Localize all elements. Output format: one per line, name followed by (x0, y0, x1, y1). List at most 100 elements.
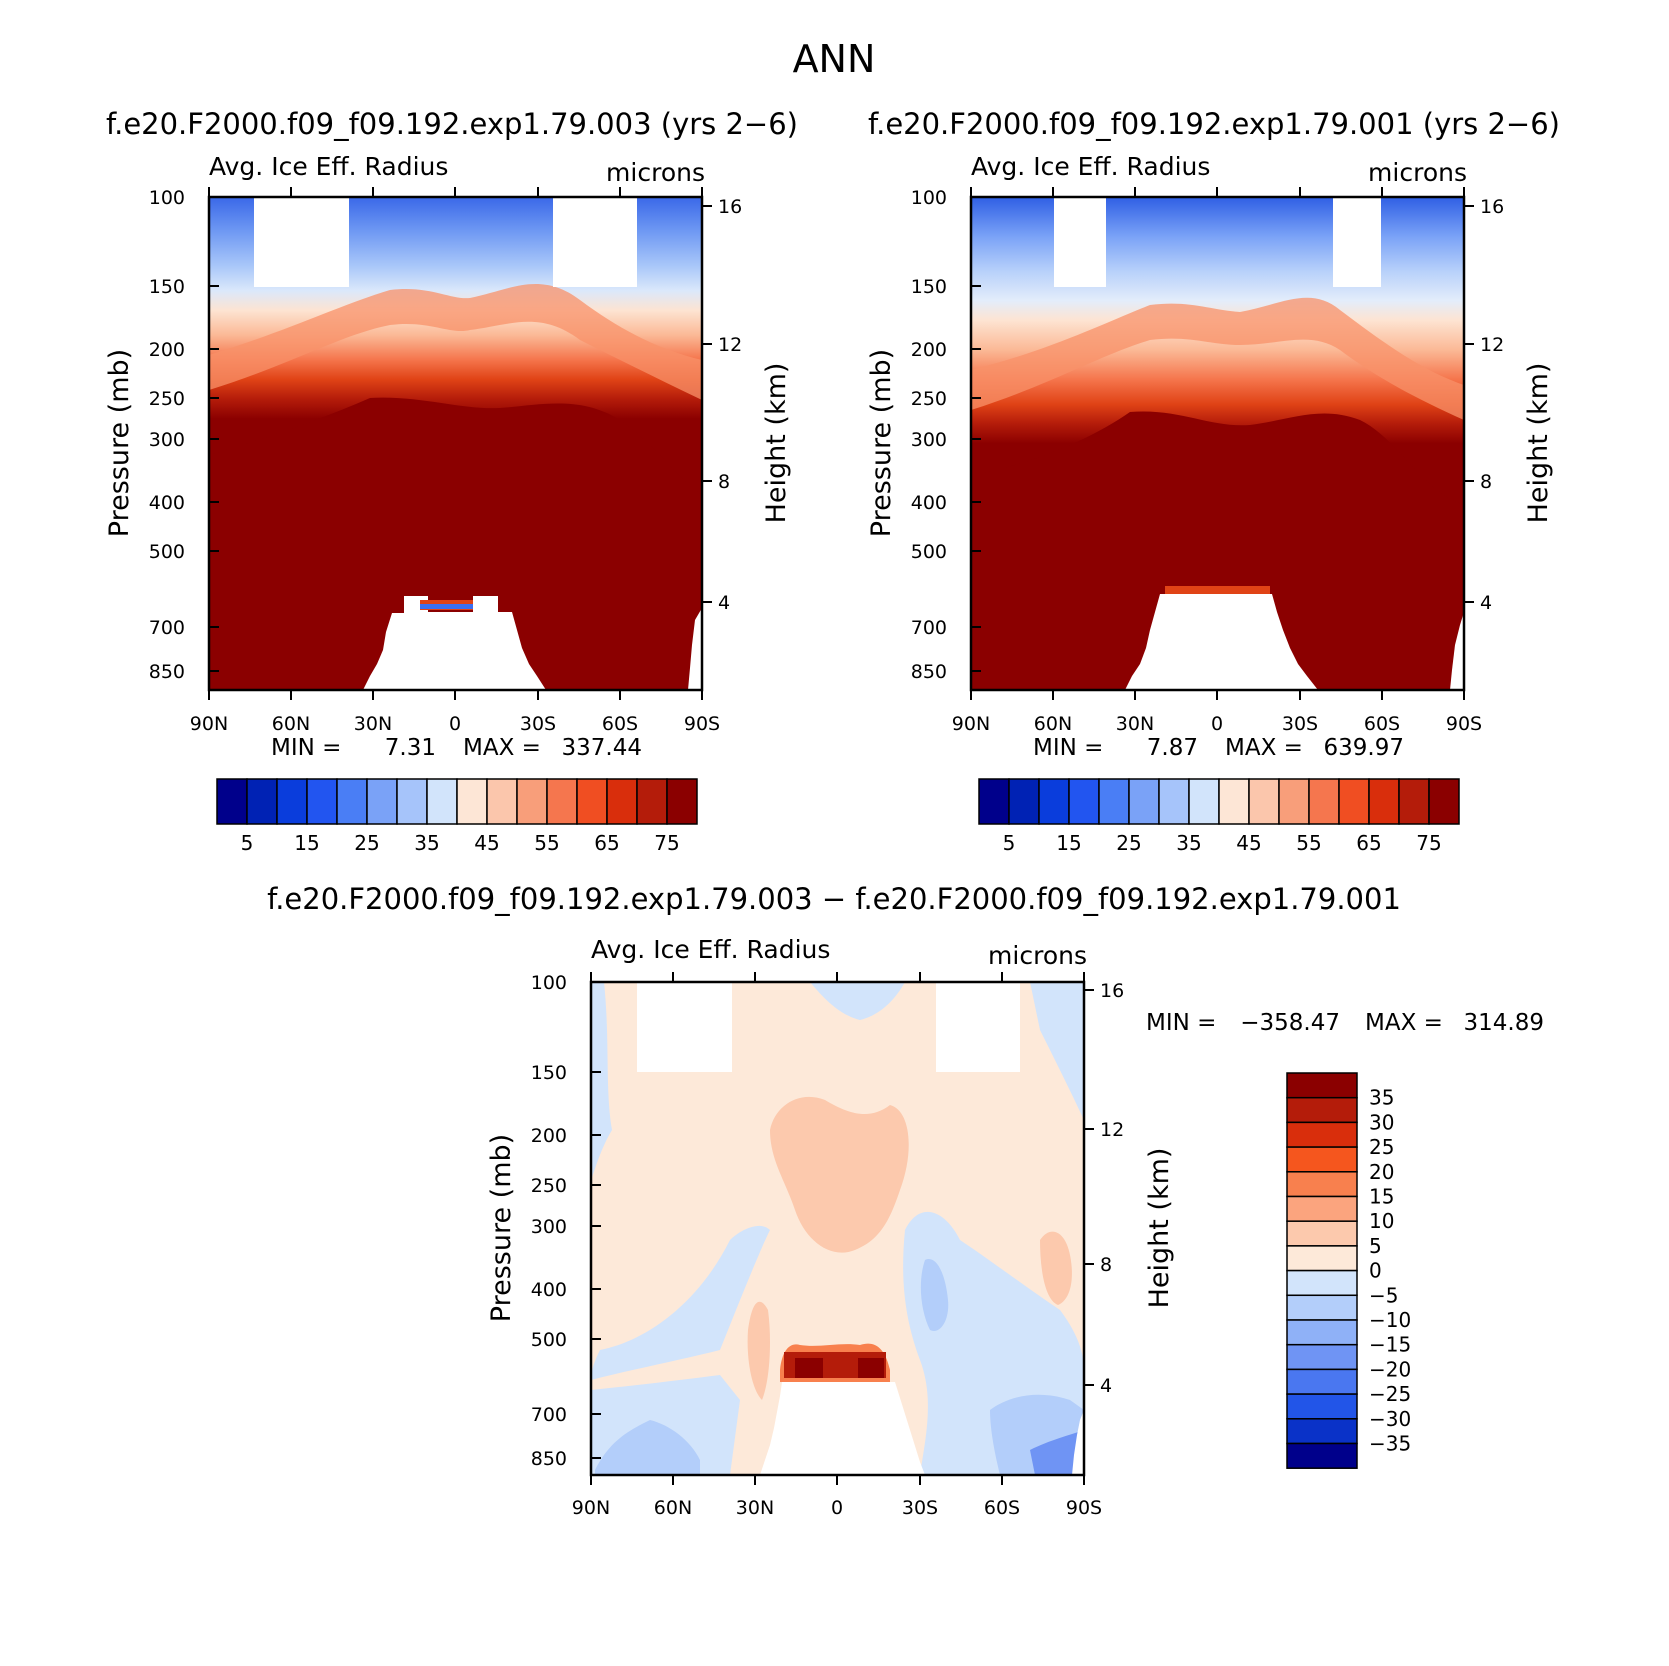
panel-b-y-axis: 100 150 200 250 300 400 500 700 850 Pres… (866, 187, 981, 683)
panel-b-y-tick-label: 150 (911, 276, 947, 298)
panel-b-height-axis: 16 12 8 4 Height (km) (1464, 196, 1554, 614)
panel-a-y-tick-label: 250 (149, 388, 185, 410)
panel-diff-variable: Avg. Ice Eff. Radius (591, 935, 830, 964)
colorbar-label: 45 (1236, 831, 1261, 855)
panel-diff-max-label: MAX = (1365, 1010, 1443, 1036)
panel-a-title: f.e20.F2000.f09_f09.192.exp1.79.003 (yrs… (106, 107, 798, 141)
panel-b-y-tick-label: 400 (911, 492, 947, 514)
panel-diff-contour-band (747, 1301, 770, 1400)
colorbar-swatch (486, 778, 518, 825)
colorbar-swatch (1286, 1220, 1358, 1247)
panel-diff-x-tick-label: 90S (1066, 1497, 1102, 1519)
panel-diff-y-axis: 100 150 200 250 300 400 500 700 850 Pres… (486, 972, 601, 1470)
panel-diff-x-tick-label: 90N (572, 1497, 610, 1519)
colorbar-swatch (606, 778, 638, 825)
panel-diff-x-tick-label: 60S (984, 1497, 1020, 1519)
panel-diff-y2label: Height (km) (1144, 1148, 1175, 1309)
panel-diff-y-tick-label: 250 (531, 1175, 567, 1197)
panel-diff-contour-band (858, 1358, 884, 1378)
panel-b-contour-band (971, 411, 1464, 690)
colorbar-swatch (1188, 778, 1220, 825)
panel-b-plot-area (969, 195, 1466, 692)
panel-a-x-axis: 90N 60N 30N 0 30S 60S 90S (190, 187, 720, 735)
colorbar-swatch (426, 778, 458, 825)
panel-diff-contour-band (595, 1420, 700, 1475)
panel-a-y-tick-label: 100 (149, 187, 185, 209)
colorbar-swatch (1286, 1343, 1358, 1371)
panel-b-x-axis: 90N 60N 30N 0 30S 60S 90S (952, 187, 1482, 735)
panel-diff-height-tick-label: 12 (1100, 1119, 1124, 1141)
colorbar-swatch (1248, 778, 1280, 825)
panel-b-variable: Avg. Ice Eff. Radius (971, 152, 1210, 181)
colorbar-swatch (456, 778, 488, 825)
colorbar-swatch (1286, 1319, 1358, 1346)
panel-b-y-tick-label: 700 (911, 617, 947, 639)
panel-b: Avg. Ice Eff. Radius microns 100 150 (866, 152, 1554, 855)
colorbar-label: 25 (354, 831, 379, 855)
panel-diff-contour-band (1030, 1430, 1084, 1475)
panel-a-y-tick-label: 300 (149, 429, 185, 451)
panel-a-y2label: Height (km) (761, 363, 792, 524)
colorbar-swatch (1038, 778, 1070, 825)
panel-diff-y-tick-label: 300 (531, 1216, 567, 1238)
colorbar-label: 55 (534, 831, 559, 855)
panel-b-x-tick-label: 60S (1364, 713, 1400, 735)
colorbar-label: −25 (1369, 1382, 1411, 1406)
colorbar-swatch (516, 778, 548, 825)
panel-a-y-tick-label: 500 (149, 541, 185, 563)
panel-b-y-tick-label: 500 (911, 541, 947, 563)
panel-a-contour-band (420, 604, 473, 609)
panel-b-topography (1450, 612, 1464, 690)
colorbar-swatch (216, 778, 248, 825)
colorbar-swatch (1286, 1393, 1358, 1420)
colorbar-swatch (1398, 778, 1430, 825)
panel-diff-topography (1072, 1410, 1084, 1475)
panel-diff-y-tick-label: 150 (531, 1062, 567, 1084)
colorbar-label: 25 (1369, 1135, 1394, 1159)
panel-a-y-tick-label: 400 (149, 492, 185, 514)
colorbar-swatch (1308, 778, 1340, 825)
colorbar-swatch (336, 778, 368, 825)
colorbar-swatch (1286, 1418, 1358, 1445)
panel-diff-contour-band (770, 1096, 909, 1253)
colorbar-swatch (1218, 778, 1250, 825)
panel-b-y-tick-label: 300 (911, 429, 947, 451)
panel-diff-y-tick-label: 500 (531, 1329, 567, 1351)
colorbar-label: −20 (1369, 1357, 1411, 1381)
panel-b-height-tick-label: 8 (1480, 471, 1492, 493)
panel-b-colorbar: 5 15 25 35 45 55 65 75 (978, 778, 1460, 855)
panel-diff-contour-band (920, 1259, 949, 1331)
panel-b-height-tick-label: 4 (1480, 592, 1492, 614)
panel-diff-y-tick-label: 850 (531, 1448, 567, 1470)
panel-b-topography (1125, 594, 1318, 690)
colorbar-swatch (1158, 778, 1190, 825)
colorbar-label: 65 (594, 831, 619, 855)
colorbar-swatch (1368, 778, 1400, 825)
panel-a-variable: Avg. Ice Eff. Radius (209, 152, 448, 181)
colorbar-swatch (276, 778, 308, 825)
colorbar-label: 35 (1176, 831, 1201, 855)
colorbar-swatch (396, 778, 428, 825)
panel-a-height-axis: 16 12 8 4 Height (km) (702, 196, 792, 614)
panel-diff-x-tick-label: 30N (736, 1497, 774, 1519)
colorbar-label: 75 (1416, 831, 1441, 855)
panel-a-missing-data (254, 197, 349, 287)
colorbar-label: −15 (1369, 1333, 1411, 1357)
colorbar-label: 30 (1369, 1110, 1394, 1134)
panel-a-units: microns (606, 158, 705, 187)
panel-diff-contour-band (591, 1225, 770, 1380)
panel-a-height-tick-label: 4 (718, 592, 730, 614)
colorbar-label: 35 (1369, 1086, 1394, 1110)
panel-a-min-label: MIN = (271, 735, 341, 761)
colorbar-swatch (306, 778, 338, 825)
panel-diff-topography (760, 1382, 925, 1475)
figure-title: ANN (793, 37, 876, 81)
colorbar-label: 75 (654, 831, 679, 855)
panel-b-ylabel: Pressure (mb) (866, 349, 897, 537)
colorbar-swatch (1286, 1121, 1358, 1148)
colorbar-swatch (1286, 1195, 1358, 1222)
panel-a-y-tick-label: 700 (149, 617, 185, 639)
panel-b-x-tick-label: 90S (1446, 713, 1482, 735)
colorbar-swatch (1286, 1146, 1358, 1173)
